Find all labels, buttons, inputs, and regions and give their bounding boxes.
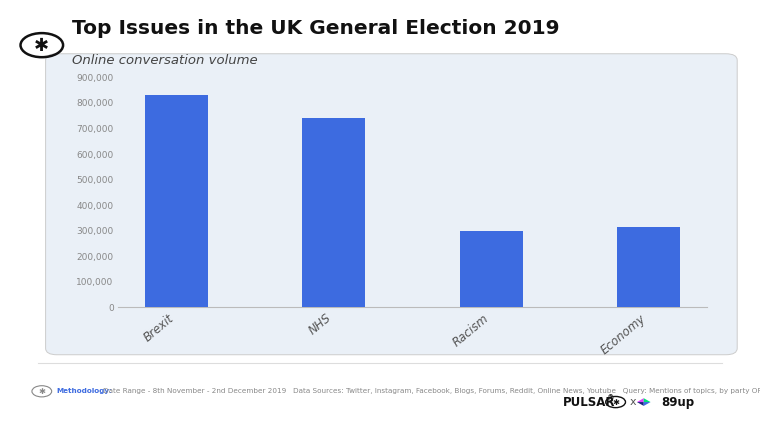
Text: PULSAR: PULSAR [562, 396, 615, 408]
Text: Top Issues in the UK General Election 2019: Top Issues in the UK General Election 20… [72, 19, 559, 38]
Text: Online conversation volume: Online conversation volume [72, 54, 258, 67]
Text: ®: ® [607, 395, 615, 403]
Text: ✱: ✱ [612, 398, 619, 406]
Text: x: x [629, 397, 636, 407]
Text: Date Range - 8th November - 2nd December 2019   Data Sources: Twitter, Instagram: Date Range - 8th November - 2nd December… [103, 388, 760, 394]
Bar [144, 95, 207, 307]
Text: Methodology:: Methodology: [56, 388, 112, 394]
Bar [617, 227, 680, 307]
Bar [302, 118, 365, 307]
Text: ✱: ✱ [38, 387, 46, 396]
Bar [460, 231, 523, 307]
Text: 89up: 89up [661, 396, 695, 408]
Text: ✱: ✱ [34, 37, 49, 55]
